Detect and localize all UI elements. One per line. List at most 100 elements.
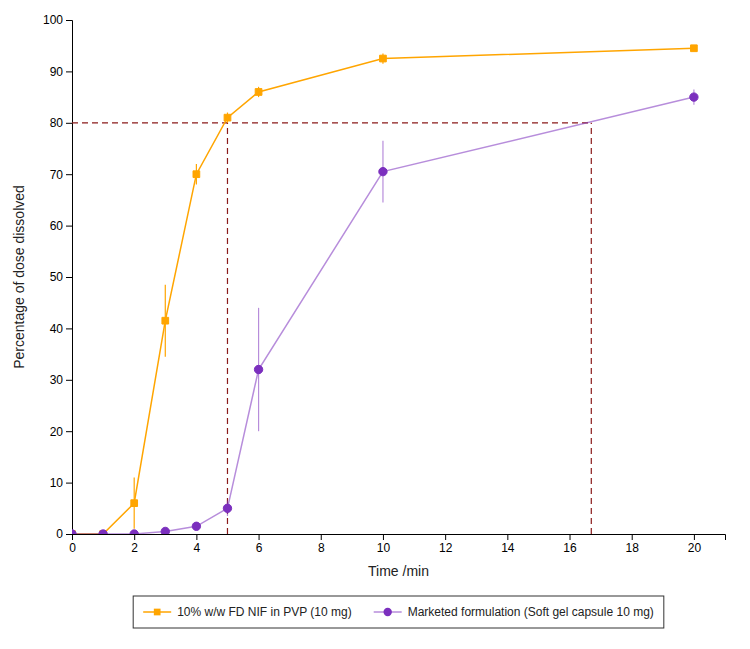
x-tick: 6 (256, 534, 263, 555)
y-tick-mark (66, 71, 72, 72)
y-tick-mark (66, 380, 72, 381)
x-tick-mark (445, 534, 446, 540)
x-tick-mark (383, 534, 384, 540)
point-marker (254, 365, 262, 373)
point-marker (99, 530, 107, 534)
reference-lines (72, 123, 591, 534)
y-tick-label: 20 (50, 425, 64, 439)
y-tick: 10 (50, 476, 72, 490)
y-tick-mark (66, 226, 72, 227)
x-tick-mark (632, 534, 633, 540)
reference-vline (227, 123, 228, 534)
y-tick-label: 60 (50, 219, 64, 233)
point-marker (380, 55, 387, 62)
plot-area: 0 2 4 6 8 10 12 14 16 18 20 0 10 20 30 40 50 60 70 80 90 100 T… (11, 13, 726, 579)
y-tick-label: 0 (56, 527, 63, 541)
x-tick-label: 16 (563, 541, 577, 555)
y-tick-mark (66, 277, 72, 278)
point-marker (192, 522, 200, 530)
legend-item: Marketed formulation (Soft gel capsule 1… (374, 605, 654, 619)
y-tick: 100 (43, 13, 72, 27)
point-marker (72, 531, 75, 534)
y-axis-title: Percentage of dose dissolved (11, 185, 27, 369)
y-axis-line (66, 21, 73, 535)
y-axis: 0 10 20 30 40 50 60 70 80 90 100 (43, 13, 73, 541)
y-tick-label: 30 (50, 373, 64, 387)
y-tick: 40 (50, 322, 72, 336)
x-tick-mark (321, 534, 322, 540)
y-tick: 90 (50, 65, 72, 79)
x-tick: 14 (501, 534, 515, 555)
point-marker (690, 93, 698, 101)
x-tick-label: 20 (688, 541, 702, 555)
y-tick: 20 (50, 425, 72, 439)
x-tick: 2 (131, 534, 138, 555)
point-marker (224, 114, 231, 121)
y-tick-mark (66, 483, 72, 484)
y-tick-label: 80 (50, 116, 64, 130)
data-layer (72, 45, 698, 534)
legend-item: 10% w/w FD NIF in PVP (10 mg) (143, 605, 352, 619)
x-tick-label: 8 (318, 541, 325, 555)
y-tick-mark (66, 431, 72, 432)
point-marker (161, 527, 169, 534)
x-tick-mark (134, 534, 135, 540)
reference-vline (591, 123, 592, 534)
point-marker (131, 500, 138, 507)
legend-label: Marketed formulation (Soft gel capsule 1… (408, 605, 654, 619)
y-tick: 80 (50, 116, 72, 130)
y-tick-mark (66, 123, 72, 124)
x-tick: 10 (377, 534, 391, 555)
point-marker (162, 317, 169, 324)
x-tick: 0 (69, 534, 76, 555)
y-tick-mark (66, 174, 72, 175)
x-tick-mark (694, 534, 695, 540)
x-tick: 16 (563, 534, 577, 555)
legend-label: 10% w/w FD NIF in PVP (10 mg) (177, 605, 352, 619)
x-tick-mark (570, 534, 571, 540)
y-tick-label: 10 (50, 476, 64, 490)
x-tick-label: 6 (256, 541, 263, 555)
reference-hline (72, 122, 591, 123)
chart: 0 2 4 6 8 10 12 14 16 18 20 0 10 20 30 40 50 60 70 80 90 100 T… (0, 0, 750, 649)
x-tick-mark (507, 534, 508, 540)
point-marker (72, 530, 76, 534)
series-line (72, 48, 694, 534)
y-tick-label: 100 (43, 13, 63, 27)
legend-swatch-marker (384, 608, 392, 616)
y-tick-mark (66, 534, 72, 535)
y-tick-label: 40 (50, 322, 64, 336)
series (72, 45, 697, 534)
x-tick-mark (259, 534, 260, 540)
point-marker (130, 530, 138, 534)
x-tick-label: 12 (439, 541, 453, 555)
x-tick: 4 (194, 534, 201, 555)
y-tick: 50 (50, 270, 72, 284)
x-axis: 0 2 4 6 8 10 12 14 16 18 20 (69, 534, 725, 555)
legend-box (133, 596, 664, 628)
y-tick-mark (66, 20, 72, 21)
series-line (72, 97, 694, 534)
x-tick-label: 18 (626, 541, 640, 555)
y-tick: 30 (50, 373, 72, 387)
legend-swatch-marker (154, 609, 161, 616)
x-tick-label: 0 (69, 541, 76, 555)
point-marker (255, 89, 262, 96)
x-tick-label: 4 (194, 541, 201, 555)
x-axis-line (73, 535, 726, 541)
y-tick: 0 (56, 527, 72, 541)
point-marker (223, 504, 231, 512)
x-tick: 8 (318, 534, 325, 555)
x-tick: 12 (439, 534, 453, 555)
y-tick-label: 70 (50, 168, 64, 182)
point-marker (100, 531, 107, 534)
y-tick: 60 (50, 219, 72, 233)
y-tick-mark (66, 328, 72, 329)
y-tick: 70 (50, 168, 72, 182)
point-marker (193, 171, 200, 178)
y-tick-label: 50 (50, 270, 64, 284)
x-tick-label: 10 (377, 541, 391, 555)
series (72, 89, 698, 534)
x-tick: 18 (626, 534, 640, 555)
x-axis-title: Time /min (368, 563, 429, 579)
